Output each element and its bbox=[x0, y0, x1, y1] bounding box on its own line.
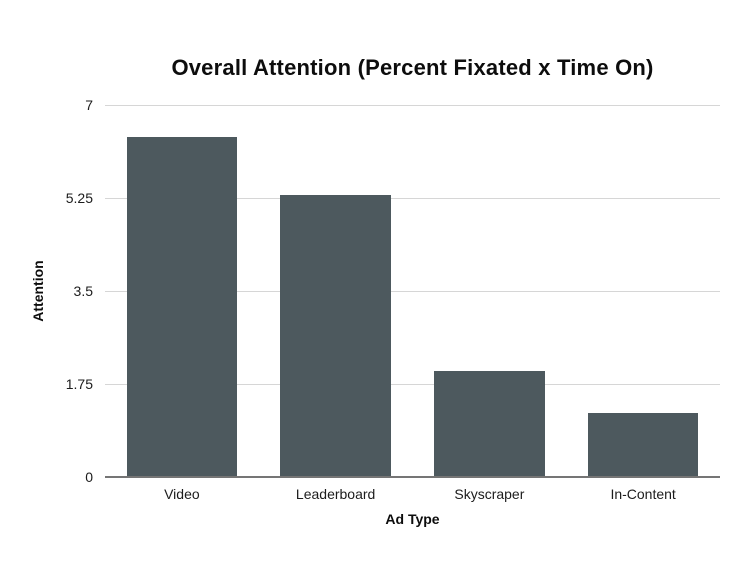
y-axis-tick-label: 0 bbox=[85, 469, 93, 485]
x-category-label: Skyscraper bbox=[454, 486, 525, 502]
x-axis-title: Ad Type bbox=[385, 511, 440, 527]
x-axis-category-labels: Video Leaderboard Skyscraper In-Content bbox=[105, 486, 720, 504]
bar-leaderboard bbox=[280, 195, 391, 477]
gridline bbox=[105, 104, 720, 106]
gridline bbox=[105, 383, 720, 385]
x-axis-line bbox=[105, 476, 720, 478]
bar-in-content bbox=[587, 413, 699, 477]
y-axis-tick-labels: 0 1.75 3.5 5.25 7 bbox=[0, 97, 93, 485]
gridline bbox=[105, 197, 720, 199]
gridline bbox=[105, 290, 720, 292]
y-axis-tick-label: 3.5 bbox=[73, 283, 93, 299]
y-axis-tick-label: 5.25 bbox=[65, 190, 93, 206]
x-category-label: Video bbox=[164, 486, 200, 502]
bar-skyscraper bbox=[434, 370, 545, 477]
y-axis-tick-label: 1.75 bbox=[65, 376, 93, 392]
bar-video bbox=[126, 136, 238, 477]
plot-area bbox=[105, 104, 720, 478]
chart-title: Overall Attention (Percent Fixated x Tim… bbox=[171, 55, 654, 80]
x-category-label: In-Content bbox=[610, 486, 676, 502]
x-category-label: Leaderboard bbox=[295, 486, 376, 502]
y-axis-tick-label: 7 bbox=[85, 97, 93, 113]
